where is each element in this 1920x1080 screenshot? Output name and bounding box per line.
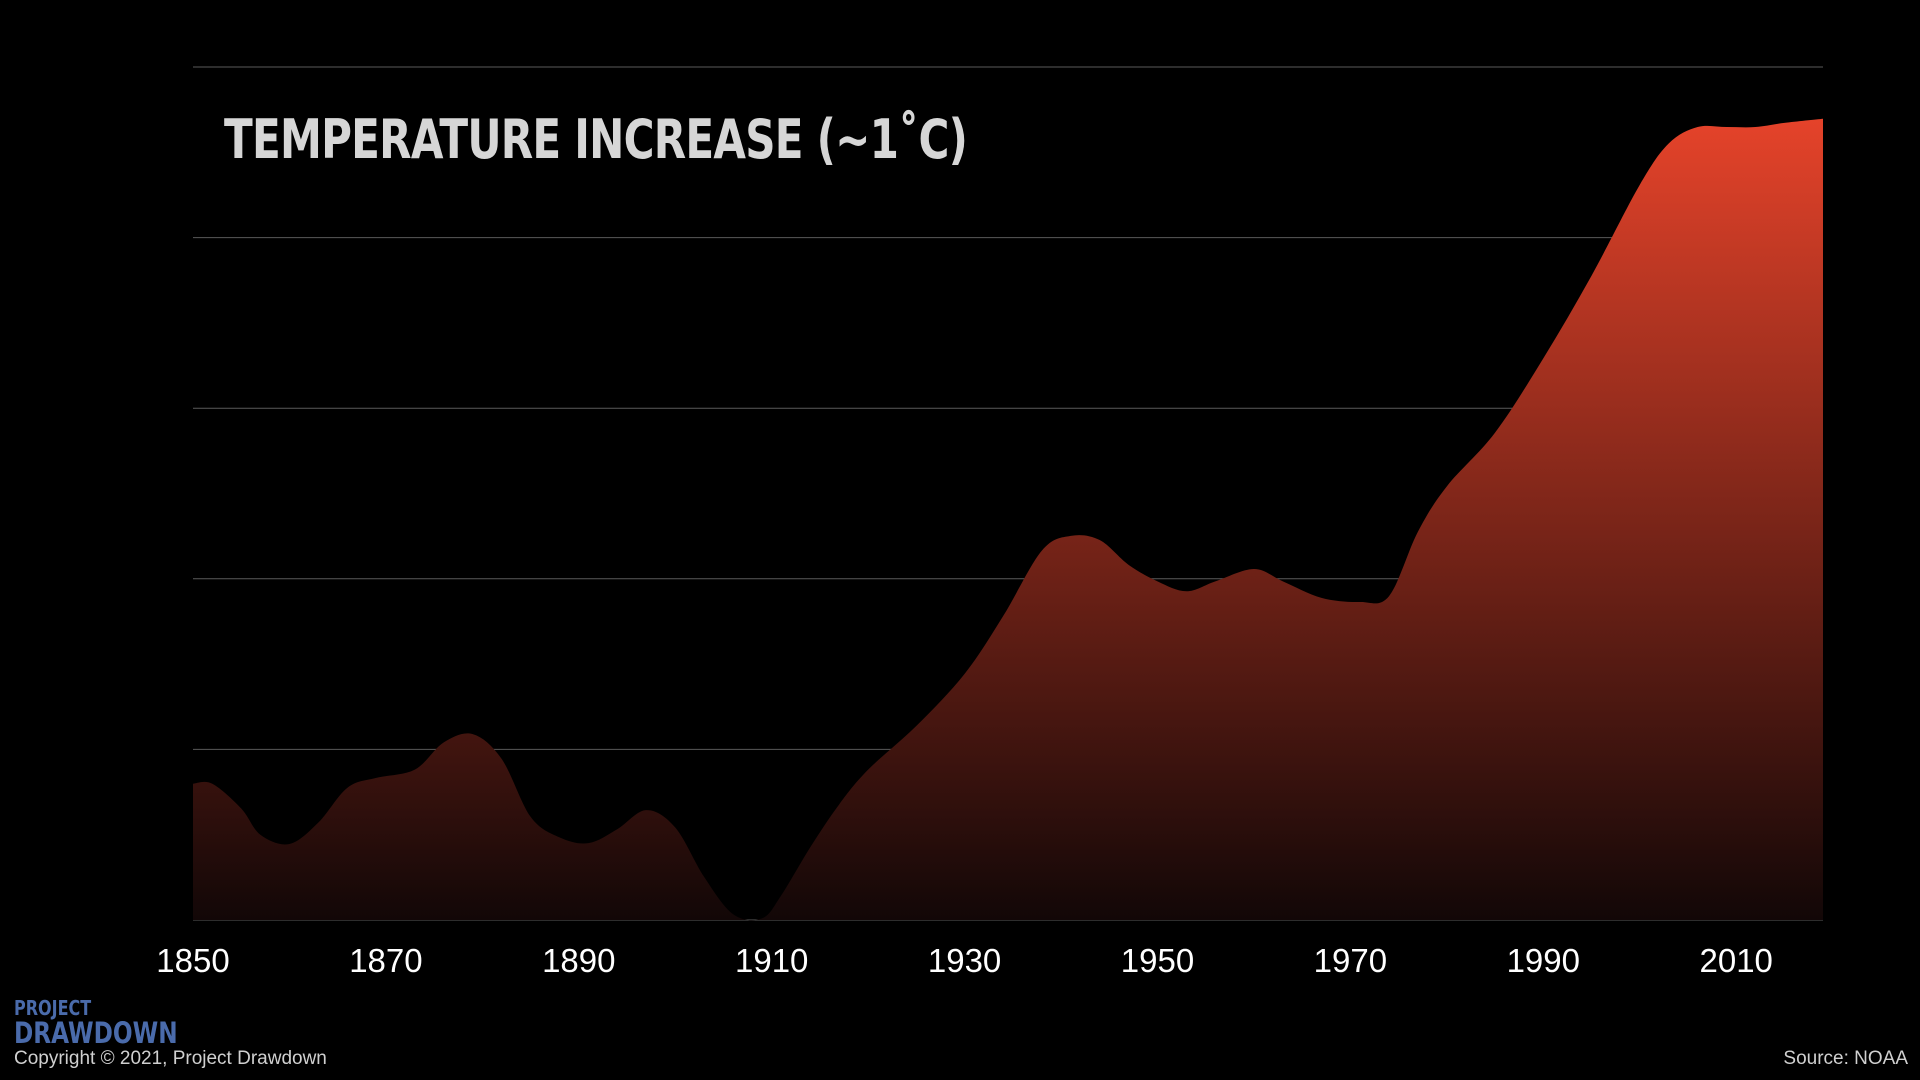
project-drawdown-logo[interactable]: PROJECT DRAWDOWN (14, 998, 178, 1048)
x-tick-label: 1930 (928, 942, 1001, 979)
x-tick-label: 1890 (542, 942, 615, 979)
x-tick-label: 1990 (1507, 942, 1580, 979)
x-tick-label: 1870 (349, 942, 422, 979)
logo-line-drawdown: DRAWDOWN (14, 1016, 178, 1050)
area-series (193, 118, 1823, 921)
x-tick-label: 1970 (1314, 942, 1387, 979)
source-note: Source: NOAA (1783, 1048, 1908, 1069)
copyright-notice: Copyright © 2021, Project Drawdown (14, 1048, 327, 1069)
temperature-area (193, 118, 1823, 921)
x-axis-ticks: 1850 1870 1890 1910 1930 1950 1970 1990 2010 (156, 942, 1773, 979)
x-tick-label: 1850 (156, 942, 229, 979)
logo-line-project: PROJECT (14, 996, 92, 1020)
chart-title: TEMPERATURE INCREASE (~1˚C) (224, 108, 968, 171)
x-tick-label: 1950 (1121, 942, 1194, 979)
x-tick-label: 1910 (735, 942, 808, 979)
x-tick-label: 2010 (1699, 942, 1772, 979)
